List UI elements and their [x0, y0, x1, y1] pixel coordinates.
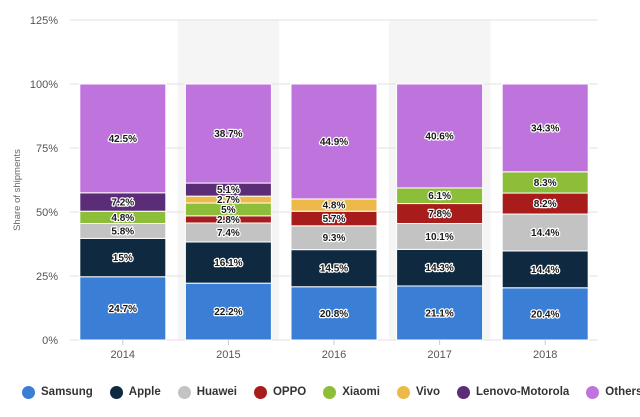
bar-segment[interactable]: [501, 213, 589, 252]
data-label: 20.8%: [320, 309, 348, 320]
data-label: 15%: [113, 253, 133, 264]
data-label: 6.1%: [428, 191, 451, 202]
data-label: 8.2%: [534, 199, 557, 210]
data-label: 24.7%: [109, 304, 137, 315]
y-tick-label: 75%: [36, 143, 58, 155]
legend-swatch: [22, 385, 35, 399]
legend-item[interactable]: Huawei: [177, 385, 237, 399]
legend-item[interactable]: Apple: [109, 385, 161, 399]
legend-item[interactable]: Others: [586, 385, 640, 399]
data-label: 8.3%: [534, 178, 557, 189]
legend-swatch: [323, 385, 337, 399]
data-label: 5.7%: [323, 214, 346, 225]
data-label: 9.3%: [323, 233, 346, 244]
legend-item[interactable]: Xiaomi: [323, 385, 380, 399]
data-label: 16.1%: [214, 258, 242, 269]
legend-label: Xiaomi: [342, 386, 380, 398]
bar-segment[interactable]: [396, 285, 484, 341]
y-tick-label: 50%: [36, 207, 58, 219]
data-label: 34.3%: [531, 123, 559, 134]
legend-label: Apple: [128, 386, 161, 398]
legend-label: Huawei: [196, 386, 237, 398]
data-label: 7.2%: [111, 198, 134, 209]
legend-label: Samsung: [41, 386, 93, 398]
y-tick-label: 0%: [42, 335, 58, 347]
bar-segment[interactable]: [184, 241, 272, 284]
y-tick-label: 25%: [36, 271, 58, 283]
data-label: 21.1%: [425, 308, 453, 319]
x-axis: 2014 2015 2016 2017 2018: [111, 340, 557, 361]
bar-segment[interactable]: [79, 83, 167, 194]
stacked-bar-chart: 0% 25% 50% 75% 100% 125% 24.7% 15% 5.8% 4.8% 7.2%…: [12, 15, 598, 361]
x-tick-label: 2016: [322, 349, 346, 361]
legend: Samsung Apple Huawei OPPO Xiaomi Vivo Lenovo-M…: [22, 382, 640, 402]
data-label: 14.5%: [320, 264, 348, 275]
data-label: 40.6%: [425, 131, 453, 142]
data-label: 4.8%: [111, 213, 134, 224]
legend-swatch: [253, 385, 267, 399]
legend-label: Others: [605, 386, 640, 398]
x-tick-label: 2018: [533, 349, 557, 361]
data-label: 5.8%: [111, 226, 134, 237]
data-label: 5%: [221, 205, 236, 216]
bar-segment[interactable]: [501, 287, 589, 341]
bar-segment[interactable]: [184, 83, 272, 184]
legend-swatch: [177, 385, 191, 399]
data-label: 7.4%: [217, 228, 240, 239]
data-label: 14.3%: [425, 263, 453, 274]
bar-segment[interactable]: [396, 223, 484, 250]
legend-swatch: [457, 385, 471, 399]
data-label: 4.8%: [323, 201, 346, 212]
y-axis: 0% 25% 50% 75% 100% 125%: [30, 15, 58, 347]
legend-label: Vivo: [415, 386, 441, 398]
data-label: 14.4%: [531, 265, 559, 276]
data-label: 7.8%: [428, 209, 451, 220]
legend-item[interactable]: Samsung: [22, 385, 93, 399]
bar-segment[interactable]: [290, 286, 378, 341]
data-label: 5.1%: [217, 185, 240, 196]
data-label: 10.1%: [425, 232, 453, 243]
bars-layer: [79, 83, 589, 341]
bar-segment[interactable]: [396, 83, 484, 189]
bar-segment[interactable]: [290, 249, 378, 288]
bar-segment[interactable]: [396, 248, 484, 287]
data-label: 22.2%: [214, 307, 242, 318]
x-tick-label: 2017: [427, 349, 451, 361]
legend-label: OPPO: [272, 386, 307, 398]
x-tick-label: 2015: [216, 349, 240, 361]
y-tick-label: 100%: [30, 79, 58, 91]
bar-segment[interactable]: [501, 83, 589, 173]
legend-item[interactable]: Lenovo-Motorola: [457, 385, 570, 399]
data-label: 38.7%: [214, 129, 242, 140]
data-label: 2.7%: [217, 195, 240, 206]
data-label: 44.9%: [320, 137, 348, 148]
bar-segment[interactable]: [501, 250, 589, 289]
data-label: 14.4%: [531, 228, 559, 239]
legend-swatch: [396, 385, 410, 399]
x-tick-label: 2014: [111, 349, 135, 361]
bar-segment[interactable]: [79, 276, 167, 341]
data-label: 2.8%: [217, 215, 240, 226]
data-label: 20.4%: [531, 309, 559, 320]
legend-label: Lenovo-Motorola: [476, 386, 570, 398]
data-labels-layer: 24.7% 15% 5.8% 4.8% 7.2% 42.5% 22.2% 16.1% 7.4% 2…: [107, 122, 560, 321]
legend-swatch: [586, 385, 600, 399]
legend-swatch: [109, 385, 123, 399]
y-tick-label: 125%: [30, 15, 58, 27]
y-axis-title: Share of shipments: [12, 149, 23, 231]
legend-item[interactable]: OPPO: [253, 385, 307, 399]
legend-item[interactable]: Vivo: [396, 385, 441, 399]
bar-segment[interactable]: [290, 83, 378, 200]
data-label: 42.5%: [109, 134, 137, 145]
